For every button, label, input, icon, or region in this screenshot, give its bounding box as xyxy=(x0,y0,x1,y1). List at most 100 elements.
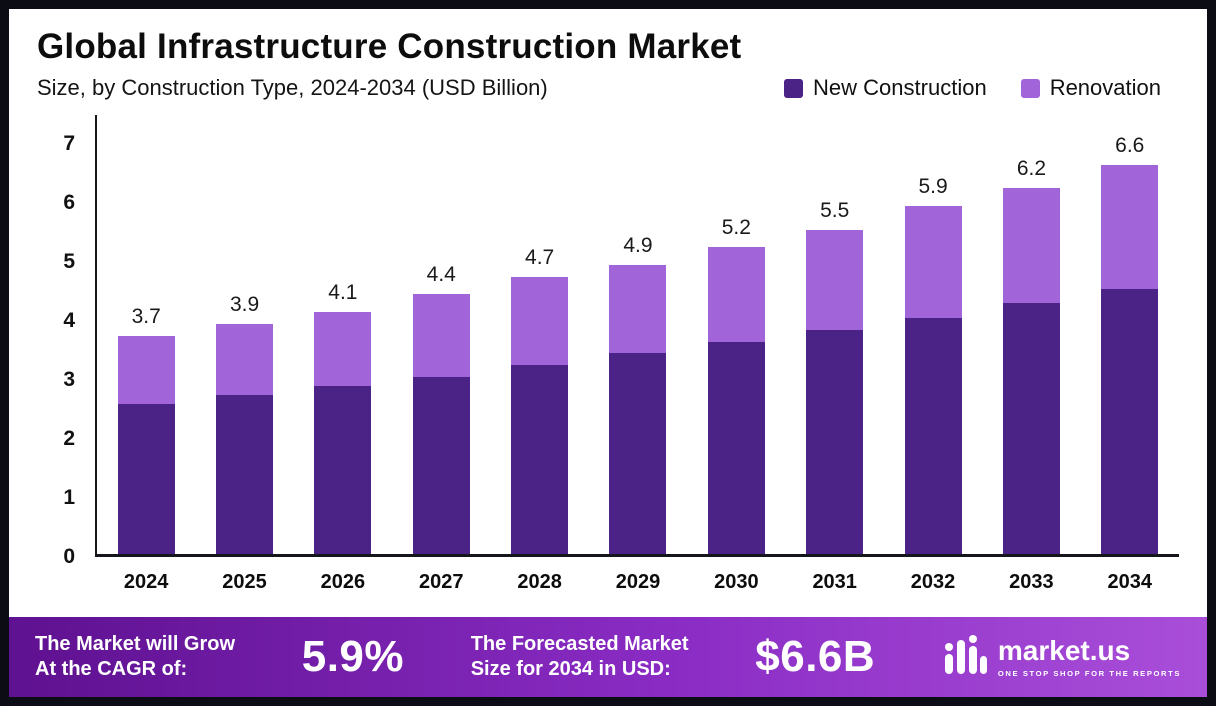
bar-total-label: 4.9 xyxy=(623,233,653,257)
cagr-text-line2: At the CAGR of: xyxy=(35,658,188,680)
bar-total-label: 3.9 xyxy=(229,292,260,316)
bar-column: 4.1 xyxy=(294,281,392,554)
legend-label-renovation: Renovation xyxy=(1049,75,1161,100)
y-tick-label: 6 xyxy=(63,191,75,214)
x-tick-label: 2030 xyxy=(714,571,759,593)
bar-segment-renovation xyxy=(707,247,765,342)
bar-segment-new-construction xyxy=(1101,288,1159,554)
bar-total-label: 5.9 xyxy=(918,174,948,198)
bar-segment-new-construction xyxy=(609,353,667,554)
x-tick-label: 2024 xyxy=(123,571,169,593)
bar-column: 5.5 xyxy=(786,199,884,554)
bar-column: 4.4 xyxy=(392,263,490,554)
bar-column: 4.9 xyxy=(589,234,687,554)
bar-total-label: 3.7 xyxy=(131,304,161,328)
brand-text: market.us ONE STOP SHOP FOR THE REPORTS xyxy=(997,634,1181,678)
bar-segment-new-construction xyxy=(904,318,962,554)
x-tick-label: 2033 xyxy=(1009,571,1054,593)
x-tick-label: 2029 xyxy=(615,571,661,593)
bar-segment-new-construction xyxy=(117,403,175,554)
bar-column: 6.2 xyxy=(982,157,1080,554)
cagr-value: 5.9% xyxy=(301,632,405,681)
y-tick-label: 7 xyxy=(63,132,75,155)
bar-segment-renovation xyxy=(1101,164,1159,289)
x-axis: 2024 2025 2026 2027 2028 2029 2030 2031 2032 2033… xyxy=(37,557,1179,594)
y-tick-label: 0 xyxy=(63,545,75,568)
y-tick-label: 5 xyxy=(63,250,75,273)
bar-column: 3.9 xyxy=(195,293,293,554)
x-axis-labels: 2024 2025 2026 2027 2028 2029 2030 2031 2032 2033… xyxy=(97,557,1179,594)
legend-swatch-renovation-icon xyxy=(1020,78,1040,98)
cagr-text-line1: The Market will Grow xyxy=(35,633,236,655)
bar-total-label: 5.5 xyxy=(820,198,850,222)
bar-stack xyxy=(904,205,962,554)
brand-name: market.us xyxy=(997,634,1131,666)
bar-stack xyxy=(412,294,470,554)
bar-stack xyxy=(1101,164,1159,554)
market-us-logo-icon xyxy=(942,634,988,681)
y-axis: 0 1 2 3 4 5 6 7 xyxy=(37,115,95,568)
bar-segment-new-construction xyxy=(1002,303,1060,554)
stacked-bar-chart: 0 1 2 3 4 5 6 7 3.7 3.9 4.1 4.4 4.7 4.9 5.2 5.5 5.9 6.2 6… xyxy=(37,115,1179,594)
bar-segment-renovation xyxy=(117,335,175,404)
x-tick-label: 2031 xyxy=(812,571,857,593)
bar-column: 5.9 xyxy=(884,175,982,554)
chart-legend: New Construction Renovation xyxy=(784,75,1179,101)
forecast-value: $6.6B xyxy=(755,632,876,681)
bar-total-label: 4.1 xyxy=(328,281,358,305)
bar-stack xyxy=(707,247,765,554)
bar-total-label: 4.4 xyxy=(426,263,456,287)
bar-stack xyxy=(806,229,864,554)
bar-segment-new-construction xyxy=(707,341,765,554)
bar-total-label: 6.6 xyxy=(1115,133,1145,157)
subtitle-row: Size, by Construction Type, 2024-2034 (U… xyxy=(37,75,1179,101)
y-tick-label: 2 xyxy=(63,427,75,450)
bar-segment-renovation xyxy=(314,312,372,386)
bar-stack xyxy=(609,264,667,554)
chart-card: Global Infrastructure Construction Marke… xyxy=(9,9,1207,617)
y-tick-label: 1 xyxy=(63,486,75,509)
bar-stack xyxy=(511,276,569,554)
forecast-text: The Forecasted Market Size for 2034 in U… xyxy=(471,632,689,682)
bar-stack xyxy=(1002,188,1060,554)
bar-stack xyxy=(117,335,175,554)
bar-segment-renovation xyxy=(511,276,569,366)
forecast-text-line2: Size for 2034 in USD: xyxy=(470,658,671,680)
bar-column: 5.2 xyxy=(687,216,785,554)
bar-segment-new-construction xyxy=(806,329,864,554)
bar-segment-new-construction xyxy=(216,394,274,554)
bars-row: 3.7 3.9 4.1 4.4 4.7 4.9 5.2 5.5 5.9 6.2 6.6 xyxy=(95,115,1179,557)
legend-swatch-new-construction-icon xyxy=(784,78,804,98)
x-tick-label: 2034 xyxy=(1107,571,1153,593)
bar-total-label: 5.2 xyxy=(721,216,751,240)
bar-total-label: 6.2 xyxy=(1016,157,1047,181)
bar-segment-new-construction xyxy=(511,365,569,554)
bar-segment-new-construction xyxy=(412,377,470,554)
brand-tagline: ONE STOP SHOP FOR THE REPORTS xyxy=(997,668,1181,678)
bar-stack xyxy=(314,312,372,554)
bar-segment-renovation xyxy=(904,205,962,318)
chart-subtitle: Size, by Construction Type, 2024-2034 (U… xyxy=(37,75,548,100)
forecast-text-line1: The Forecasted Market xyxy=(470,633,689,655)
x-tick-label: 2027 xyxy=(419,571,464,593)
x-tick-label: 2032 xyxy=(910,571,956,593)
bar-segment-renovation xyxy=(216,323,274,395)
footer-banner: The Market will Grow At the CAGR of: 5.9… xyxy=(9,617,1207,697)
bar-segment-renovation xyxy=(609,264,667,354)
x-tick-label: 2025 xyxy=(222,571,267,593)
bar-segment-renovation xyxy=(1002,188,1060,304)
plot-area: 0 1 2 3 4 5 6 7 3.7 3.9 4.1 4.4 4.7 4.9 5.2 5.5 5.9 6.2 6… xyxy=(37,115,1179,568)
bar-stack xyxy=(216,323,274,554)
x-tick-label: 2026 xyxy=(320,571,366,593)
x-tick-label: 2028 xyxy=(517,571,562,593)
bar-segment-renovation xyxy=(412,294,470,377)
bar-total-label: 4.7 xyxy=(525,245,555,269)
bar-segment-renovation xyxy=(806,229,864,330)
bar-column: 6.6 xyxy=(1081,134,1179,554)
y-tick-label: 4 xyxy=(63,309,75,332)
legend-item-renovation: Renovation xyxy=(1020,75,1161,101)
page-title: Global Infrastructure Construction Marke… xyxy=(37,27,742,66)
cagr-text: The Market will Grow At the CAGR of: xyxy=(35,632,235,682)
bar-column: 4.7 xyxy=(490,246,588,554)
